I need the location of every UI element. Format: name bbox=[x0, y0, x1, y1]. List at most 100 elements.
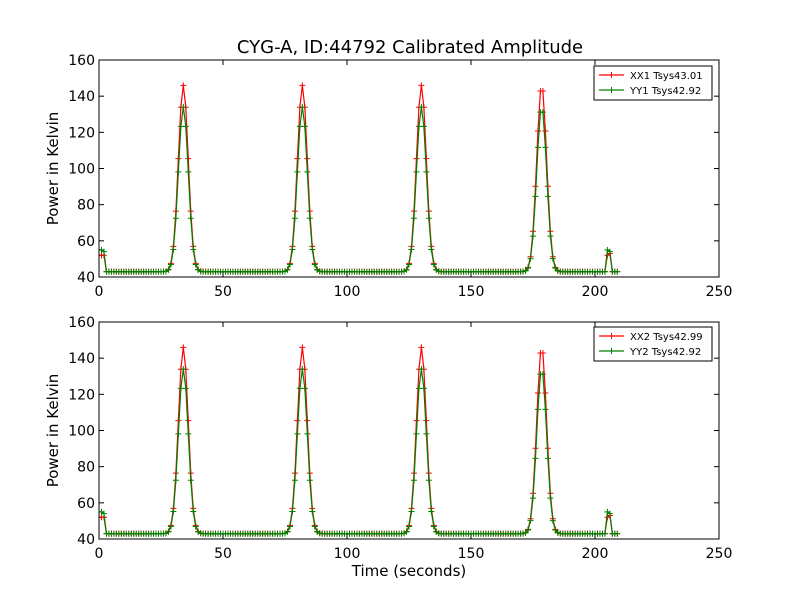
top-data-point bbox=[304, 155, 311, 162]
bottom-data-point bbox=[299, 366, 306, 373]
top-data-point bbox=[301, 123, 308, 130]
bottom-data-point bbox=[614, 530, 621, 537]
top-data-point bbox=[542, 144, 549, 151]
bottom-data-point bbox=[304, 430, 311, 437]
bottom-series-markers-1 bbox=[99, 366, 621, 537]
top-data-point bbox=[299, 82, 306, 89]
top-data-point bbox=[182, 123, 189, 130]
bottom-legend: XX2 Tsys42.99 YY2 Tsys42.92 bbox=[593, 326, 713, 362]
bottom-data-point bbox=[284, 528, 291, 535]
top-data-point bbox=[549, 255, 556, 262]
top-data-point bbox=[175, 155, 182, 162]
bottom-data-point bbox=[304, 417, 311, 424]
top-data-point bbox=[430, 261, 437, 268]
top-data-point bbox=[306, 215, 313, 222]
bottom-data-point bbox=[170, 508, 177, 515]
bottom-data-point bbox=[180, 344, 187, 351]
bottom-y-tick-label: 140 bbox=[68, 351, 95, 367]
bottom-data-point bbox=[542, 389, 549, 396]
top-data-point bbox=[534, 127, 541, 134]
bottom-data-point bbox=[534, 389, 541, 396]
bottom-y-tick-label: 40 bbox=[77, 532, 95, 548]
top-data-point bbox=[100, 248, 107, 255]
top-data-point bbox=[165, 266, 172, 273]
bottom-x-tick-label: 250 bbox=[706, 546, 733, 562]
top-data-point bbox=[428, 246, 435, 253]
bottom-data-point bbox=[286, 523, 293, 530]
bottom-data-point bbox=[180, 366, 187, 373]
top-y-tick-label: 80 bbox=[77, 198, 95, 214]
top-data-point bbox=[403, 266, 410, 273]
top-y-tick-label: 120 bbox=[68, 125, 95, 141]
bottom-plot-panel: 0 50 100 150 200 250 40 60 80 100 120 140 160 Power i… bbox=[44, 315, 732, 580]
top-y-tick-label: 100 bbox=[68, 162, 95, 178]
bottom-data-point bbox=[606, 510, 613, 517]
bottom-data-point bbox=[410, 477, 417, 484]
bottom-data-point bbox=[425, 477, 432, 484]
top-data-point bbox=[614, 268, 621, 275]
top-data-point bbox=[542, 127, 549, 134]
bottom-data-point bbox=[406, 523, 412, 530]
top-x-tick-label: 150 bbox=[458, 284, 485, 300]
top-y-axis-label: Power in Kelvin bbox=[44, 112, 62, 226]
bottom-y-tick-label: 60 bbox=[77, 496, 95, 512]
top-x-tick-label: 0 bbox=[95, 284, 104, 300]
top-x-tick-label: 100 bbox=[334, 284, 361, 300]
top-data-point bbox=[187, 215, 194, 222]
top-y-tick-label: 160 bbox=[68, 53, 95, 69]
bottom-data-point bbox=[306, 477, 313, 484]
bottom-x-tick-label: 50 bbox=[214, 546, 232, 562]
bottom-data-point bbox=[544, 455, 551, 462]
bottom-series-group bbox=[99, 344, 621, 537]
top-data-point bbox=[175, 168, 182, 175]
bottom-data-point bbox=[187, 477, 194, 484]
top-x-tick-label: 50 bbox=[214, 284, 232, 300]
top-data-point bbox=[309, 246, 316, 253]
bottom-y-tick-label: 120 bbox=[68, 387, 95, 403]
top-data-point bbox=[423, 155, 430, 162]
bottom-legend-box bbox=[593, 326, 713, 362]
top-data-point bbox=[423, 168, 430, 175]
top-data-point bbox=[185, 168, 192, 175]
top-data-point bbox=[408, 246, 415, 253]
top-x-tick-label: 250 bbox=[706, 284, 733, 300]
top-data-point bbox=[291, 215, 298, 222]
top-series-group bbox=[99, 82, 621, 275]
top-data-point bbox=[180, 82, 187, 89]
top-y-tick-label: 140 bbox=[68, 89, 95, 105]
bottom-y-axis-label: Power in Kelvin bbox=[44, 374, 62, 488]
top-data-point bbox=[418, 82, 425, 89]
bottom-data-point bbox=[408, 508, 415, 515]
bottom-data-point bbox=[542, 406, 549, 413]
bottom-data-point bbox=[430, 523, 437, 530]
bottom-data-point bbox=[175, 417, 182, 424]
bottom-data-point bbox=[547, 495, 554, 502]
top-data-point bbox=[167, 261, 174, 268]
bottom-data-point bbox=[289, 508, 296, 515]
top-legend-box bbox=[593, 65, 713, 101]
top-data-point bbox=[406, 261, 412, 268]
top-data-point bbox=[190, 246, 197, 253]
top-data-point bbox=[284, 266, 291, 273]
top-data-point bbox=[418, 104, 425, 111]
bottom-legend-label: YY2 Tsys42.92 bbox=[629, 347, 701, 358]
bottom-data-point bbox=[530, 495, 536, 502]
bottom-data-point bbox=[309, 508, 316, 515]
top-data-point bbox=[413, 168, 420, 175]
bottom-data-point bbox=[549, 517, 556, 524]
top-data-point bbox=[601, 268, 608, 275]
top-data-point bbox=[192, 261, 199, 268]
bottom-data-point bbox=[601, 530, 608, 537]
top-data-point bbox=[413, 155, 420, 162]
bottom-y-tick-label: 80 bbox=[77, 460, 95, 476]
top-data-point bbox=[544, 193, 551, 200]
bottom-data-point bbox=[534, 406, 541, 413]
top-x-tick-label: 200 bbox=[582, 284, 609, 300]
bottom-data-point bbox=[527, 517, 534, 524]
bottom-x-tick-label: 0 bbox=[95, 546, 104, 562]
top-data-point bbox=[425, 215, 432, 222]
top-data-point bbox=[289, 246, 296, 253]
top-data-point bbox=[527, 255, 534, 262]
top-legend-label: YY1 Tsys42.92 bbox=[629, 86, 701, 97]
top-y-tick-label: 60 bbox=[77, 234, 95, 250]
